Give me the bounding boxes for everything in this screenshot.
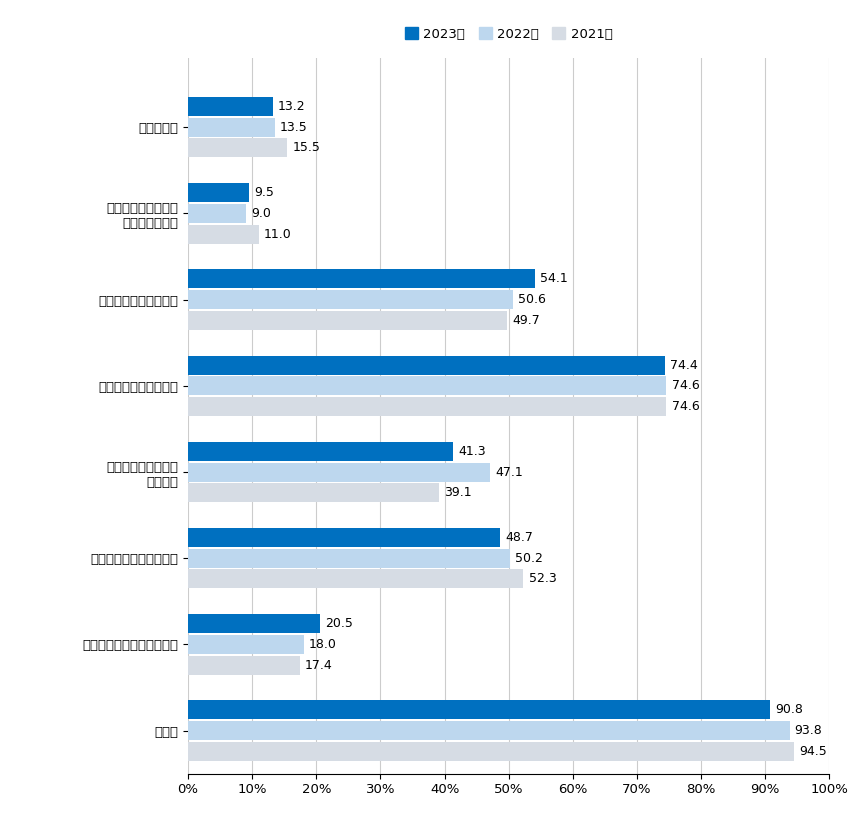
- Bar: [188, 656, 299, 675]
- Text: 90.8: 90.8: [775, 704, 804, 716]
- Bar: [188, 290, 513, 310]
- Text: 9.0: 9.0: [251, 207, 271, 220]
- Bar: [188, 117, 274, 136]
- Text: 11.0: 11.0: [263, 228, 292, 240]
- Text: 50.2: 50.2: [515, 552, 543, 565]
- Text: 17.4: 17.4: [305, 659, 333, 671]
- Text: 13.5: 13.5: [280, 121, 308, 134]
- Bar: [188, 528, 500, 547]
- Text: 15.5: 15.5: [292, 141, 321, 155]
- Text: 13.2: 13.2: [278, 100, 305, 113]
- Text: 74.6: 74.6: [672, 379, 699, 393]
- Text: 9.5: 9.5: [254, 186, 274, 199]
- Text: 54.1: 54.1: [540, 272, 568, 285]
- Text: 50.6: 50.6: [518, 293, 545, 306]
- Bar: [188, 270, 535, 289]
- Bar: [188, 635, 304, 654]
- Bar: [188, 742, 794, 760]
- Text: 20.5: 20.5: [325, 617, 352, 631]
- Bar: [188, 569, 523, 588]
- Bar: [188, 614, 320, 633]
- Bar: [188, 397, 667, 416]
- Text: 94.5: 94.5: [799, 745, 827, 758]
- Text: 74.4: 74.4: [670, 359, 698, 372]
- Bar: [188, 225, 258, 244]
- Bar: [188, 355, 665, 374]
- Text: 18.0: 18.0: [309, 638, 337, 651]
- Bar: [188, 549, 510, 567]
- Bar: [188, 463, 490, 482]
- Bar: [188, 721, 790, 740]
- Text: 48.7: 48.7: [505, 531, 534, 544]
- Text: 47.1: 47.1: [495, 466, 523, 478]
- Text: 74.6: 74.6: [672, 400, 699, 413]
- Text: 49.7: 49.7: [512, 314, 540, 327]
- Bar: [188, 183, 249, 202]
- Text: 52.3: 52.3: [528, 572, 557, 586]
- Bar: [188, 97, 273, 116]
- Bar: [188, 483, 439, 503]
- Text: 39.1: 39.1: [444, 486, 472, 499]
- Legend: 2023年, 2022年, 2021年: 2023年, 2022年, 2021年: [400, 22, 617, 46]
- Bar: [188, 311, 507, 329]
- Text: 93.8: 93.8: [795, 724, 823, 737]
- Bar: [188, 204, 246, 223]
- Bar: [188, 701, 770, 720]
- Bar: [188, 442, 453, 461]
- Bar: [188, 376, 667, 395]
- Bar: [188, 138, 287, 157]
- Text: 41.3: 41.3: [458, 445, 486, 458]
